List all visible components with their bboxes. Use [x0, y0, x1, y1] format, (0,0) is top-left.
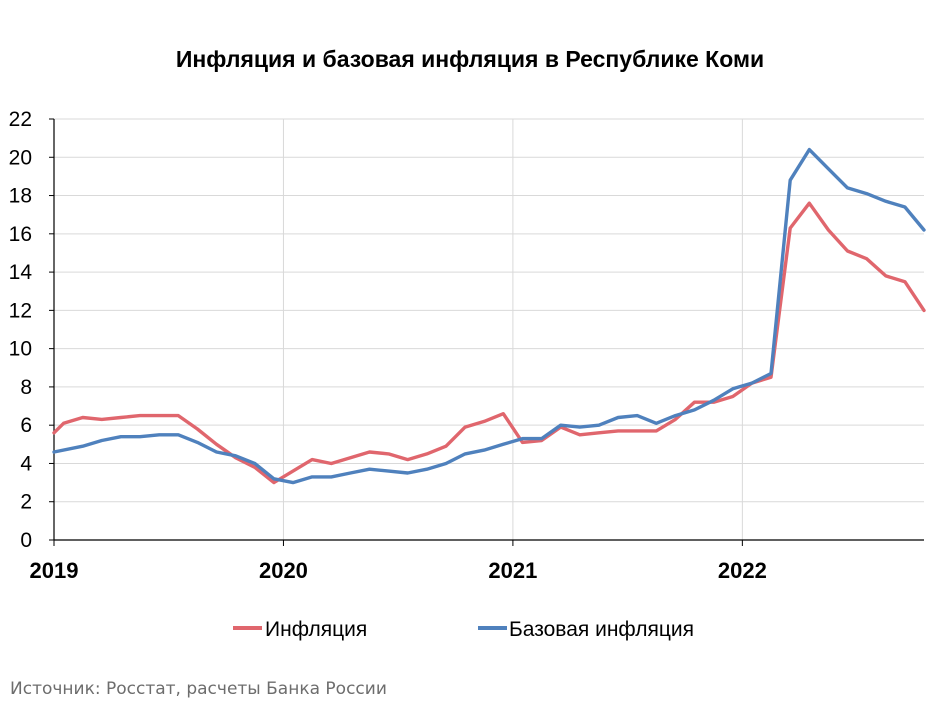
legend: Инфляция Базовая инфляция [233, 618, 694, 641]
y-tick-label: 12 [9, 299, 32, 322]
y-tick-label: 6 [20, 414, 32, 437]
y-tick-label: 16 [9, 223, 32, 246]
y-tick-label: 2 [20, 491, 32, 514]
x-tick-label: 2020 [259, 558, 308, 583]
x-tick-labels: 2019 2020 2021 2022 [30, 558, 767, 583]
x-tick-label: 2022 [718, 558, 767, 583]
y-tick-label: 4 [20, 452, 32, 475]
legend-label-inflation: Инфляция [265, 618, 367, 641]
y-tick-label: 14 [9, 261, 33, 284]
y-tick-labels: 0 2 4 6 8 10 12 14 16 18 20 22 [9, 108, 33, 552]
x-tick-label: 2019 [30, 558, 79, 583]
y-tick-label: 18 [9, 185, 32, 208]
series-layer [52, 147, 926, 485]
series-line-core-inflation [52, 147, 926, 485]
y-tick-label: 22 [9, 108, 32, 131]
source-note: Источник: Росстат, расчеты Банка России [10, 679, 387, 699]
legend-label-core-inflation: Базовая инфляция [509, 618, 694, 641]
chart-title: Инфляция и базовая инфляция в Республике… [176, 46, 764, 72]
axis-layer [49, 118, 924, 546]
y-tick-label: 8 [20, 376, 32, 399]
grid-layer [54, 118, 924, 540]
y-tick-label: 0 [20, 529, 32, 552]
series-line-inflation [52, 201, 926, 485]
x-tick-label: 2021 [488, 558, 537, 583]
y-tick-label: 20 [9, 146, 32, 169]
y-tick-label: 10 [9, 338, 32, 361]
